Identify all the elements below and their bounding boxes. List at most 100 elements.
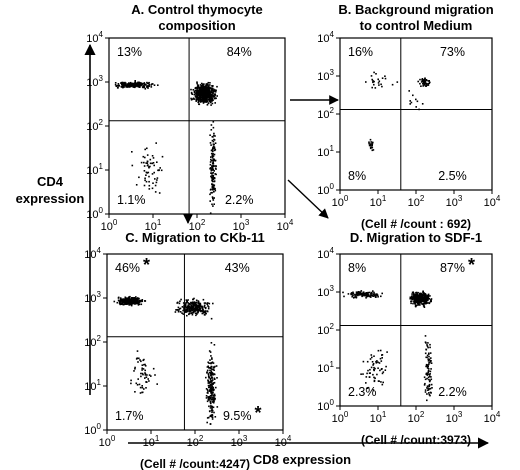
data-point (429, 370, 432, 373)
x-tick-label: 101 (370, 194, 387, 209)
data-point (357, 293, 360, 295)
data-point (208, 350, 211, 352)
data-point (211, 172, 213, 175)
data-point (429, 360, 432, 362)
data-point (212, 145, 215, 148)
scatter-points (113, 295, 219, 425)
data-point (361, 293, 364, 296)
data-point (206, 95, 208, 98)
data-point (367, 294, 369, 297)
data-point (129, 303, 132, 306)
data-point (205, 376, 207, 379)
data-point (142, 368, 145, 370)
data-point (391, 83, 394, 86)
data-point (198, 306, 200, 309)
data-point (140, 82, 142, 84)
data-point (210, 176, 213, 179)
data-point (154, 184, 157, 187)
data-point (427, 296, 430, 298)
data-point (199, 96, 201, 99)
data-point (178, 309, 180, 311)
data-point (125, 86, 128, 88)
data-point (212, 126, 215, 129)
data-point (121, 298, 123, 301)
data-point (201, 307, 203, 309)
panel-title-line: D. Migration to SDF-1 (350, 230, 482, 245)
data-point (415, 106, 417, 108)
data-point (132, 86, 135, 88)
data-point (208, 99, 211, 102)
data-point (131, 297, 133, 300)
data-point (209, 82, 211, 84)
x-tick-label: 104 (484, 194, 501, 209)
data-point (151, 83, 154, 85)
data-point (195, 314, 197, 317)
data-point (204, 98, 206, 101)
data-point (140, 372, 142, 375)
data-point (429, 387, 432, 390)
data-point (421, 297, 423, 300)
data-point (379, 369, 381, 372)
data-point (212, 168, 214, 171)
x-tick-label: 103 (446, 410, 463, 425)
data-point (425, 83, 428, 85)
data-point (213, 143, 215, 146)
data-point (204, 302, 207, 304)
data-point (419, 304, 421, 306)
data-point (424, 378, 427, 381)
data-point (121, 86, 123, 88)
y-tick-label: 100 (317, 398, 334, 413)
data-point (133, 370, 135, 372)
data-point (212, 155, 215, 157)
data-point (206, 303, 208, 305)
data-point (212, 391, 214, 393)
data-point (199, 304, 202, 307)
data-point (411, 295, 413, 297)
data-point (417, 303, 420, 306)
data-point (212, 189, 214, 191)
data-point (193, 303, 196, 305)
data-point (207, 96, 209, 99)
data-point (207, 382, 210, 384)
data-point (426, 374, 429, 376)
data-point (366, 292, 369, 295)
data-point (181, 312, 183, 314)
data-point (132, 300, 134, 303)
data-point (371, 144, 373, 147)
y-tick-label: 103 (86, 74, 103, 89)
data-point (138, 297, 140, 300)
data-point (210, 365, 213, 368)
data-point (148, 175, 150, 178)
data-point (424, 80, 426, 82)
data-point (152, 182, 154, 184)
data-point (129, 299, 131, 301)
data-point (189, 310, 192, 313)
data-point (373, 368, 375, 371)
data-point (211, 98, 214, 100)
data-point (425, 373, 427, 375)
data-point (134, 368, 136, 370)
data-point (429, 352, 432, 354)
data-point (139, 392, 142, 394)
data-point (203, 311, 205, 314)
cd4-axis: CD4 expression (16, 43, 96, 395)
data-point (126, 86, 129, 88)
data-point (117, 297, 120, 299)
data-point (423, 376, 426, 378)
data-point (137, 304, 140, 306)
data-point (148, 83, 150, 86)
data-point (418, 296, 420, 298)
data-point (429, 295, 431, 297)
data-point (429, 81, 431, 84)
data-point (140, 303, 143, 306)
data-point (205, 98, 208, 101)
data-point (174, 311, 177, 313)
data-point (122, 85, 124, 87)
data-point (370, 354, 373, 356)
data-point (207, 91, 209, 94)
data-point (373, 71, 375, 74)
data-point (158, 192, 161, 194)
data-point (207, 380, 210, 383)
data-point (209, 405, 212, 407)
